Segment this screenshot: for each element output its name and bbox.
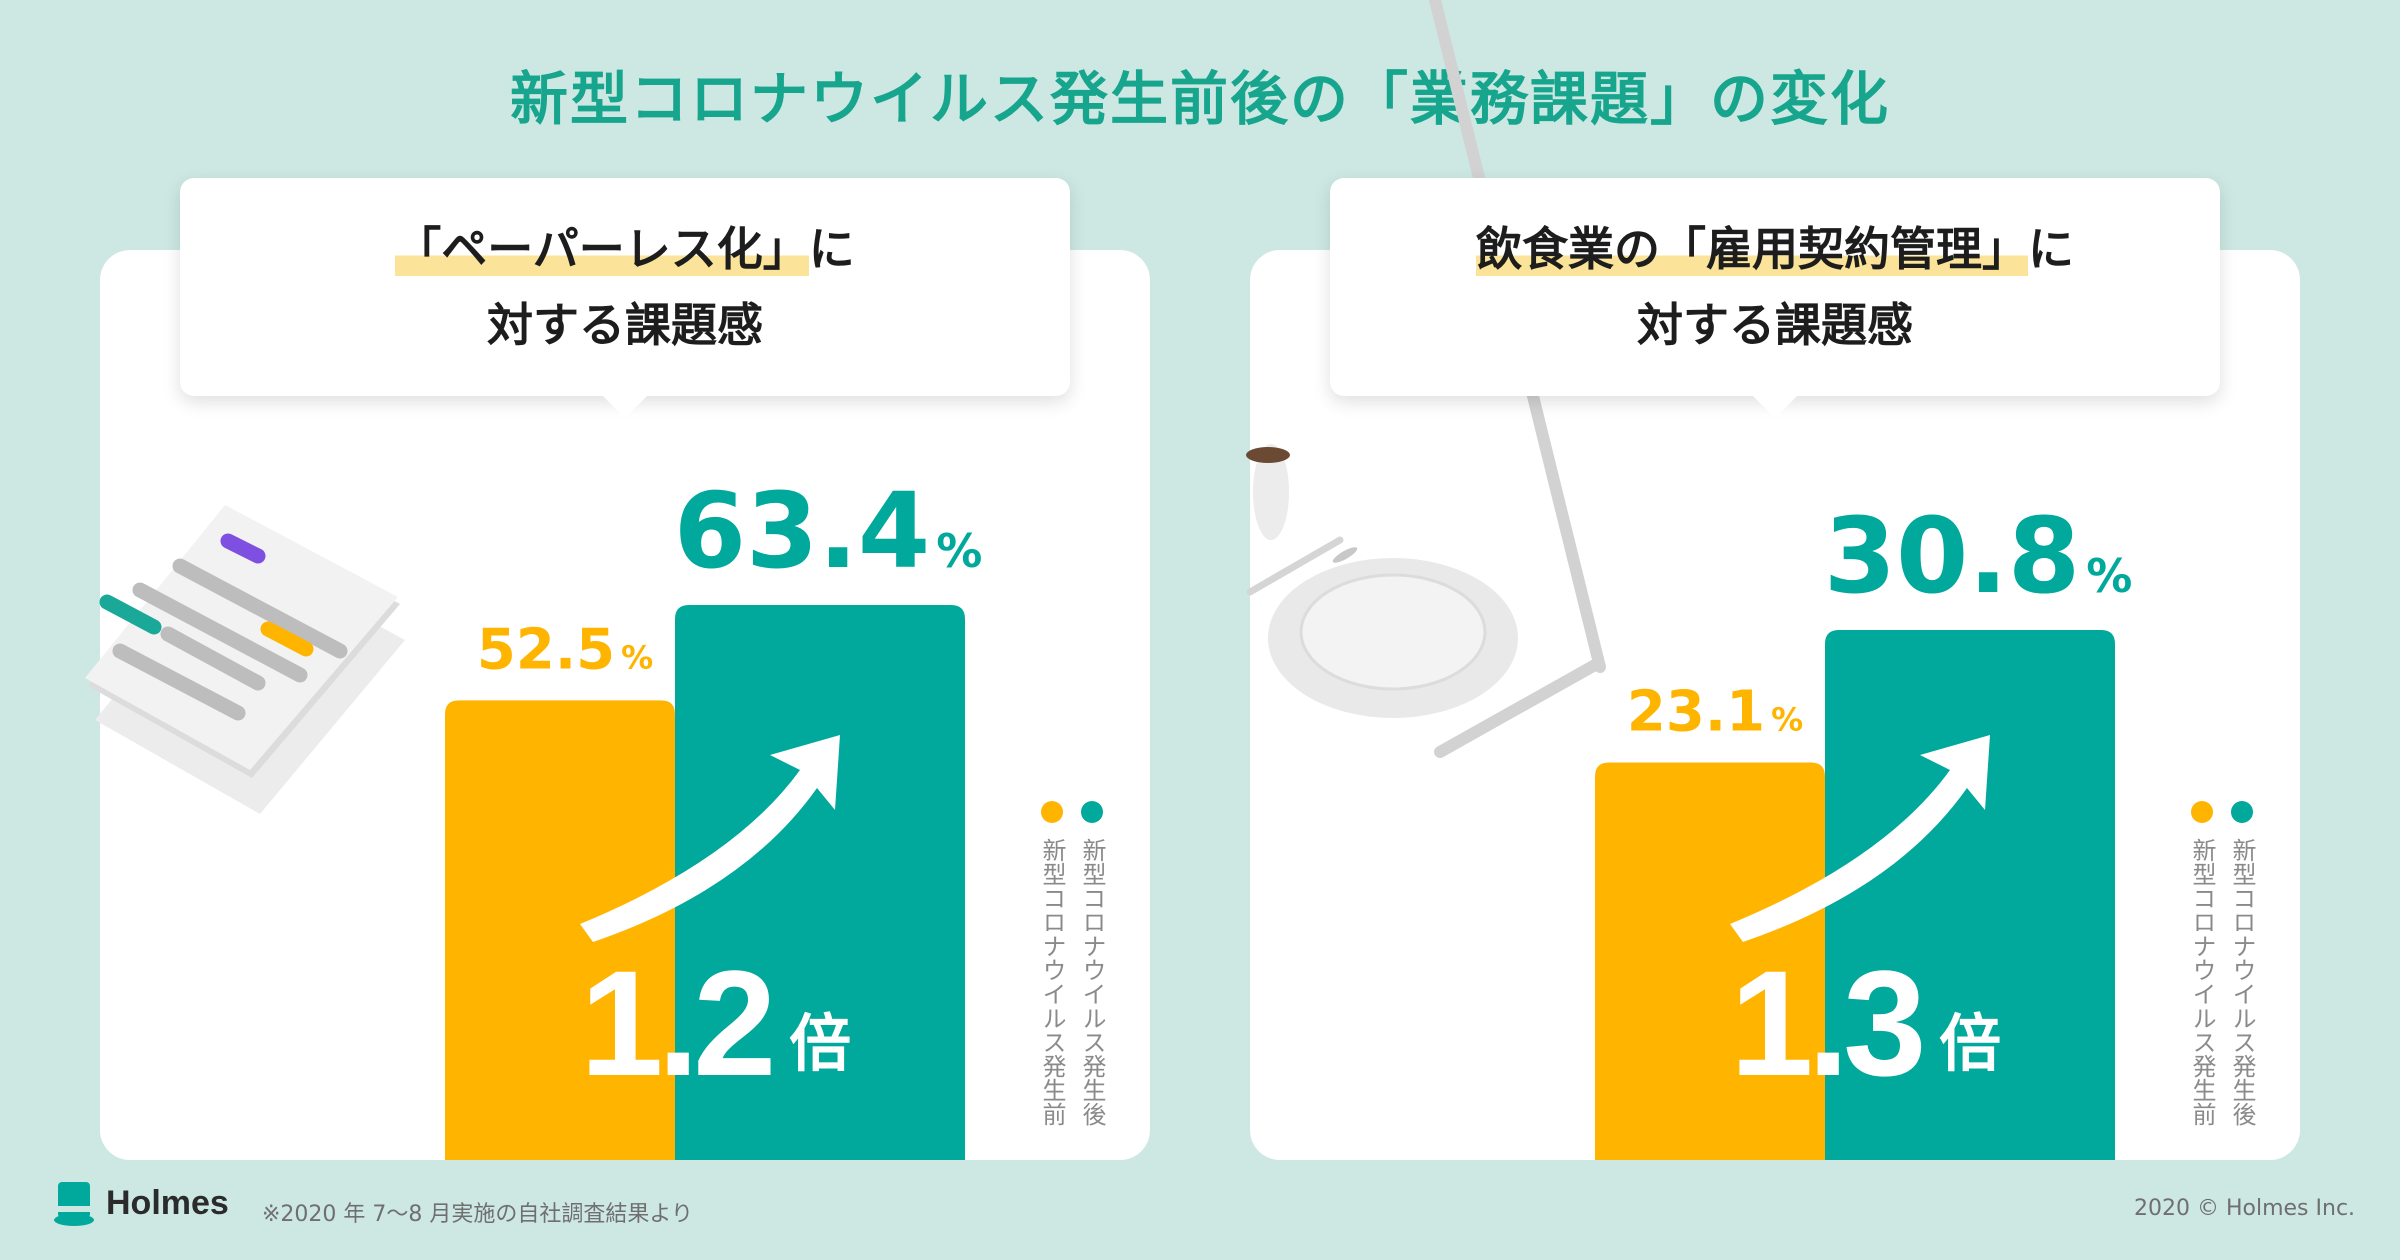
legend-label-before: 新型コロナウイルス発生前 (2188, 838, 2216, 1126)
multiplier-unit: 倍 (789, 1007, 851, 1080)
value-label-after: 30.8 (1824, 495, 2081, 617)
legend-dot-after (2231, 801, 2253, 823)
page-title: 新型コロナウイルス発生前後の「業務課題」の変化 (509, 65, 1890, 133)
bar-after (1825, 630, 2115, 1160)
value-label-before: 52.5 (477, 617, 615, 682)
unit-label: % (1771, 701, 1803, 739)
legend-dot-before (1041, 801, 1063, 823)
heading-highlight: 飲食業の「雇用契約管理」 (1476, 222, 2028, 276)
heading-line1: 飲食業の「雇用契約管理」に (1330, 222, 2220, 276)
value-label-before: 23.1 (1627, 680, 1765, 745)
heading-line2: 対する課題感 (487, 298, 763, 352)
heading-suffix: に (808, 222, 855, 276)
growth-arrow-icon (1730, 735, 1990, 942)
unit-label: % (936, 524, 982, 578)
unit-label: % (621, 638, 653, 676)
documents-illustration (85, 505, 405, 814)
heading-prefix: 飲食業の (1476, 222, 1660, 276)
bar-after (675, 605, 965, 1160)
bar-before (445, 700, 675, 1160)
heading-line2: 対する課題感 (1637, 298, 1913, 352)
value-label-after: 63.4 (674, 470, 931, 592)
legend-label-after: 新型コロナウイルス発生後 (1078, 838, 1106, 1126)
heading-quoted: 「雇用契約管理」 (1660, 222, 2028, 276)
heading-suffix: に (2028, 222, 2074, 276)
top-hat-icon (54, 1182, 94, 1226)
copyright: 2020 © Holmes Inc. (2134, 1196, 2356, 1221)
logo-text: Holmes (106, 1184, 229, 1222)
survey-note: ※2020 年 7〜8 月実施の自社調査結果より (262, 1202, 693, 1227)
holmes-logo: Holmes (50, 1178, 250, 1252)
unit-label: % (2086, 549, 2132, 603)
legend-label-after: 新型コロナウイルス発生後 (2228, 838, 2256, 1126)
heading-bubble-employment: 飲食業の「雇用契約管理」に 対する課題感 (1330, 178, 2220, 418)
legend-dot-after (1081, 801, 1103, 823)
heading-highlight: 「ペーパーレス化」 (395, 222, 809, 276)
legend-dot-before (2191, 801, 2213, 823)
growth-arrow-icon (580, 735, 840, 942)
heading-bubble-paperless: 「ペーパーレス化」に 対する課題感 (180, 178, 1070, 418)
multiplier-value: 1.3 (1730, 939, 1921, 1107)
multiplier-value: 1.2 (580, 939, 771, 1107)
legend-label-before: 新型コロナウイルス発生前 (1038, 838, 1066, 1126)
bar-before (1595, 762, 1825, 1160)
multiplier-unit: 倍 (1939, 1007, 2001, 1080)
heading-line1: 「ペーパーレス化」に (180, 222, 1070, 276)
